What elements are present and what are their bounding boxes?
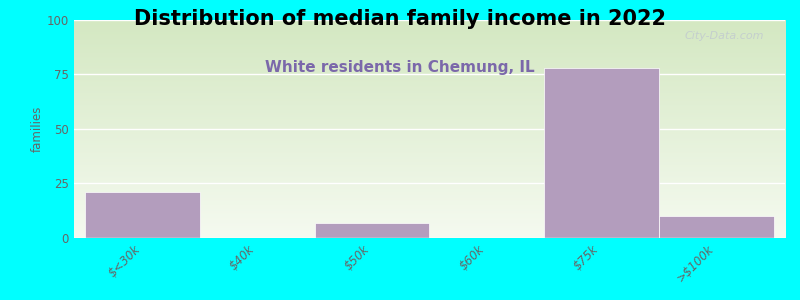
Text: White residents in Chemung, IL: White residents in Chemung, IL [265, 60, 535, 75]
Y-axis label: families: families [31, 106, 44, 152]
Bar [659, 216, 774, 238]
Bar [544, 68, 659, 238]
Bar [86, 192, 200, 238]
Text: City-Data.com: City-Data.com [684, 31, 764, 41]
Bar [314, 223, 430, 238]
Text: Distribution of median family income in 2022: Distribution of median family income in … [134, 9, 666, 29]
